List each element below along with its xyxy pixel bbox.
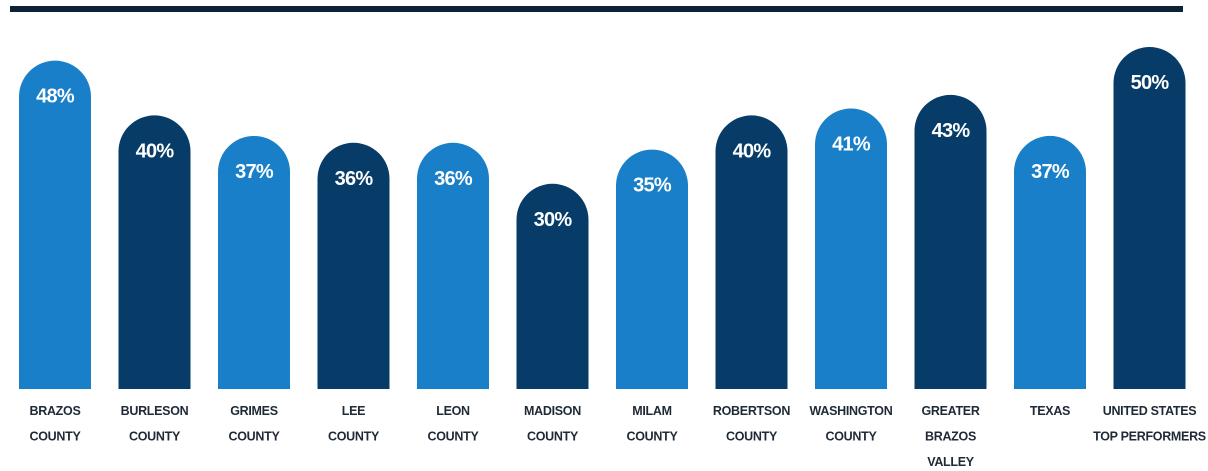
data-label-5: 30% bbox=[534, 209, 573, 231]
category-label-1: BURLESON COUNTY bbox=[121, 404, 189, 444]
bar-2 bbox=[218, 135, 290, 389]
bar-10 bbox=[1014, 135, 1086, 389]
bar-5 bbox=[516, 183, 589, 389]
data-label-1: 40% bbox=[136, 140, 175, 162]
category-label-3: LEE COUNTY bbox=[328, 404, 380, 444]
category-label-2: GRIMES COUNTY bbox=[229, 404, 281, 444]
bar-9 bbox=[914, 94, 987, 389]
top-rule bbox=[10, 6, 1183, 12]
bar-3 bbox=[317, 142, 390, 389]
data-label-8: 41% bbox=[832, 134, 871, 156]
bar-7 bbox=[715, 115, 788, 389]
data-label-9: 43% bbox=[932, 120, 971, 142]
category-label-9: GREATER BRAZOS VALLEY bbox=[921, 404, 979, 469]
data-label-11: 50% bbox=[1131, 72, 1170, 94]
bar-11 bbox=[1113, 47, 1186, 389]
category-label-8: WASHINGTON COUNTY bbox=[810, 404, 893, 444]
data-label-6: 35% bbox=[633, 175, 672, 197]
bar-0 bbox=[19, 60, 91, 390]
data-label-4: 36% bbox=[434, 168, 473, 190]
bar-1 bbox=[118, 115, 191, 389]
data-label-3: 36% bbox=[335, 168, 374, 190]
category-label-6: MILAM COUNTY bbox=[627, 404, 679, 444]
category-label-5: MADISON COUNTY bbox=[524, 404, 581, 444]
category-label-11: UNITED STATES TOP PERFORMERS bbox=[1093, 404, 1206, 444]
data-label-10: 37% bbox=[1031, 161, 1070, 183]
bar-4 bbox=[417, 142, 489, 389]
bar-8 bbox=[815, 108, 887, 389]
category-label-7: ROBERTSON COUNTY bbox=[713, 404, 790, 444]
category-label-10: TEXAS bbox=[1030, 404, 1070, 418]
category-label-4: LEON COUNTY bbox=[428, 404, 480, 444]
data-label-0: 48% bbox=[36, 86, 75, 108]
data-label-7: 40% bbox=[733, 140, 772, 162]
category-label-0: BRAZOS COUNTY bbox=[30, 404, 82, 444]
bar-6 bbox=[616, 149, 688, 389]
data-label-2: 37% bbox=[235, 161, 274, 183]
